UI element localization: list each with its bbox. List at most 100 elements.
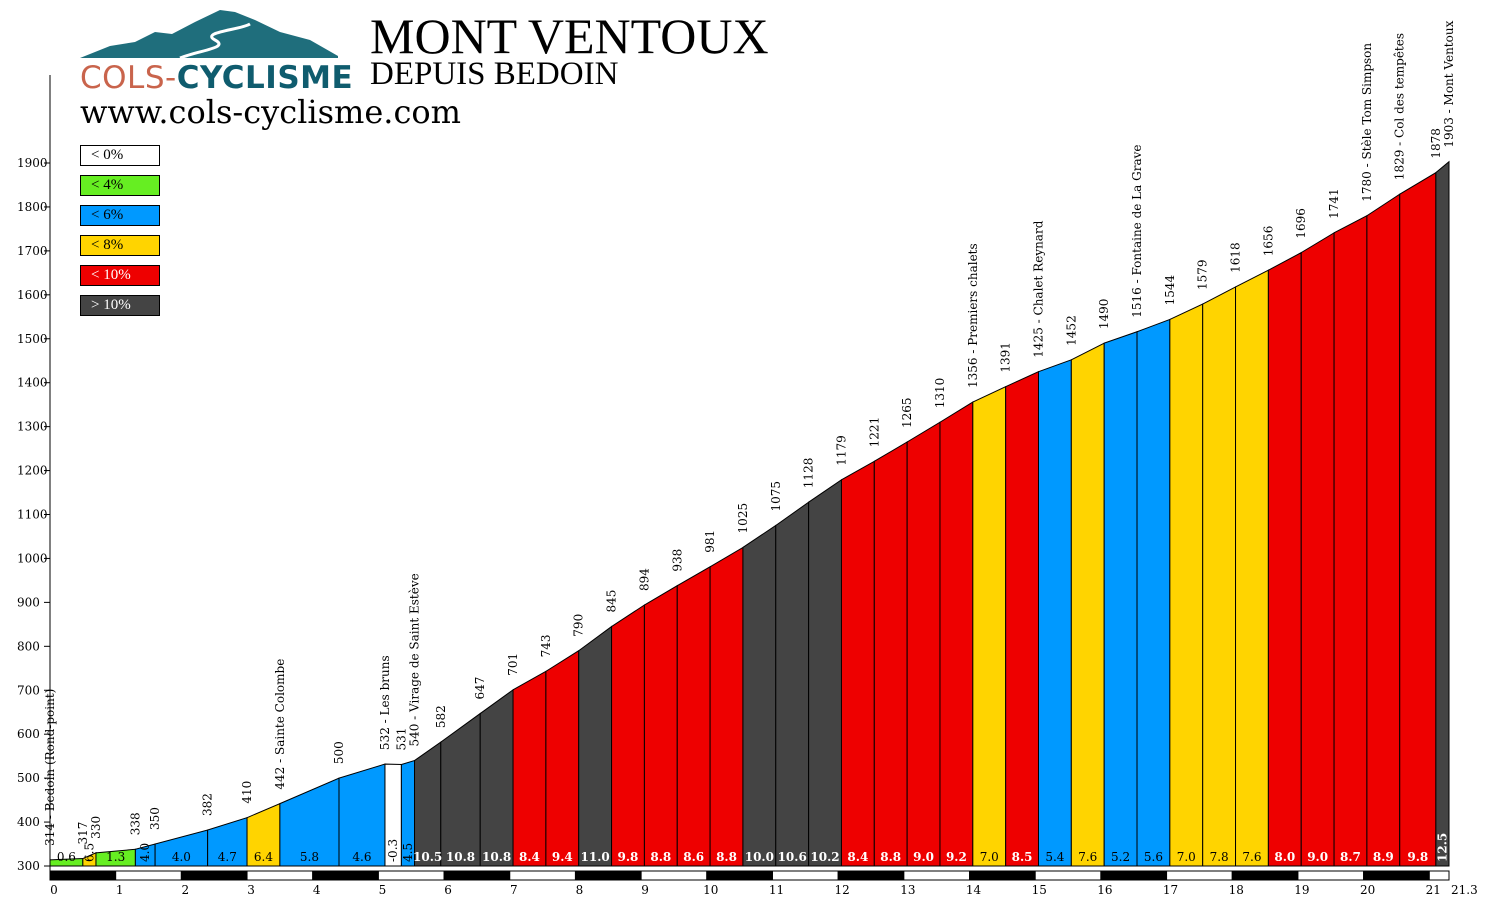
altitude-label: 701 bbox=[506, 653, 520, 676]
profile-segment bbox=[643, 584, 678, 867]
altitude-label: 1025 bbox=[736, 503, 750, 534]
km-scale-block bbox=[115, 870, 182, 881]
y-tick-label: 500 bbox=[17, 771, 40, 785]
grade-label: 7.6 bbox=[1242, 850, 1261, 864]
y-tick-label: 800 bbox=[17, 639, 40, 653]
grade-label: 8.7 bbox=[1340, 850, 1361, 864]
y-tick-label: 1700 bbox=[17, 244, 48, 258]
grade-label: 10.6 bbox=[778, 850, 807, 864]
altitude-label: 1356 - Premiers chalets bbox=[966, 243, 980, 388]
grade-label: 4.0 bbox=[172, 850, 191, 864]
y-tick-label: 700 bbox=[17, 683, 40, 697]
km-scale-block bbox=[574, 870, 642, 881]
y-tick-label: 1000 bbox=[17, 551, 48, 565]
profile-segment bbox=[611, 604, 645, 867]
grade-label: 8.0 bbox=[1274, 850, 1295, 864]
grade-label: 10.2 bbox=[810, 850, 839, 864]
grade-label: 1.3 bbox=[106, 850, 125, 864]
grade-label: 9.8 bbox=[618, 850, 639, 864]
profile-segment bbox=[742, 524, 777, 867]
profile-segment bbox=[840, 460, 875, 867]
profile-segment bbox=[873, 441, 908, 867]
y-tick-label: 1800 bbox=[17, 200, 48, 214]
km-scale-block bbox=[49, 870, 117, 881]
x-tick-label: 13 bbox=[900, 883, 915, 897]
grade-label: 5.2 bbox=[1111, 850, 1130, 864]
x-tick-label: 15 bbox=[1032, 883, 1047, 897]
y-tick-label: 1400 bbox=[17, 376, 48, 390]
x-tick-label: 5 bbox=[379, 883, 387, 897]
grade-label: 8.4 bbox=[519, 850, 540, 864]
km-scale-block bbox=[706, 870, 773, 881]
altitude-label: 1780 - Stèle Tom Simpson bbox=[1360, 43, 1374, 202]
profile-segment bbox=[578, 625, 613, 867]
y-tick-label: 1900 bbox=[17, 156, 48, 170]
x-tick-label: 20 bbox=[1360, 883, 1375, 897]
altitude-label: 442 - Sainte Colombe bbox=[273, 659, 287, 790]
x-tick-label: 18 bbox=[1229, 883, 1244, 897]
grade-label: 8.8 bbox=[716, 850, 737, 864]
km-scale-block bbox=[1034, 870, 1102, 881]
altitude-label: 1221 bbox=[867, 417, 881, 448]
altitude-label: 500 bbox=[332, 741, 346, 764]
grade-label: 0.6 bbox=[57, 850, 76, 864]
km-scale-block bbox=[969, 870, 1036, 881]
altitude-label: 1391 bbox=[999, 342, 1013, 373]
km-scale-bar bbox=[49, 870, 1450, 881]
altitude-label: 317 bbox=[76, 822, 90, 845]
x-tick-label: 1 bbox=[116, 883, 124, 897]
altitude-label: 314 - Bedoin (Rond-point) bbox=[43, 689, 57, 846]
altitude-label: 894 bbox=[637, 568, 651, 591]
y-tick-label: 1300 bbox=[17, 420, 48, 434]
altitude-label: 382 bbox=[201, 793, 215, 816]
profile-segment bbox=[906, 421, 941, 867]
x-axis: 0 1 2 3 4 5 6 7 8 9 10 11 12 13 14 15 16 17 18 19 20 21 21.3 bbox=[50, 883, 1478, 897]
altitude-label: 938 bbox=[670, 549, 684, 572]
website-url[interactable]: www.cols-cyclisme.com bbox=[80, 93, 461, 131]
profile-segment bbox=[1202, 286, 1237, 867]
grade-label: 4.5 bbox=[401, 843, 415, 862]
profile-segment bbox=[709, 546, 744, 867]
altitude-labels: 314 - Bedoin (Rond-point) 317 330 338 350 382… bbox=[43, 20, 1456, 845]
grade-label: 5.4 bbox=[1045, 850, 1064, 864]
grade-label: 8.8 bbox=[650, 850, 671, 864]
x-tick-label: 3 bbox=[247, 883, 255, 897]
grade-label: 8.9 bbox=[1373, 850, 1394, 864]
altitude-label: 1829 - Col des tempêtes bbox=[1393, 33, 1407, 180]
km-scale-block bbox=[1428, 870, 1450, 881]
mountain-logo-icon bbox=[80, 10, 338, 60]
km-scale-block bbox=[246, 870, 314, 881]
profile-segment bbox=[1103, 331, 1138, 867]
altitude-label: 582 bbox=[434, 705, 448, 728]
grade-labels: 0.6 6.5 1.3 4.0 4.0 4.7 6.4 5.8 4.6 -0.3 4.510.5 10… bbox=[57, 833, 1450, 864]
profile-segment bbox=[1300, 231, 1335, 867]
profile-segment bbox=[1267, 251, 1302, 867]
grade-label: 7.0 bbox=[980, 850, 999, 864]
profile-segment bbox=[479, 688, 514, 867]
grade-label: 5.6 bbox=[1144, 850, 1163, 864]
y-tick-label: 300 bbox=[17, 859, 40, 873]
grade-label: 8.4 bbox=[847, 850, 868, 864]
legend: < 0% < 4% < 6% < 8% < 10% > 10% bbox=[80, 145, 160, 325]
altitude-label: 1544 bbox=[1163, 275, 1177, 306]
altitude-label: 845 bbox=[605, 590, 619, 613]
x-tick-label: 21 bbox=[1426, 883, 1441, 897]
x-tick-label: 19 bbox=[1294, 883, 1309, 897]
profile-segment bbox=[1037, 359, 1072, 867]
x-tick-label: 6 bbox=[444, 883, 452, 897]
altitude-label: 338 bbox=[128, 812, 142, 835]
grade-label: 6.4 bbox=[254, 850, 273, 864]
profile-segment bbox=[676, 565, 711, 867]
grade-label: 12.5 bbox=[1435, 833, 1449, 862]
altitude-label: 1128 bbox=[802, 458, 816, 489]
grade-label: 9.2 bbox=[946, 850, 967, 864]
altitude-label: 1878 bbox=[1429, 128, 1443, 159]
profile-segment bbox=[1005, 370, 1039, 867]
km-scale-block bbox=[1166, 870, 1233, 881]
altitude-label: 1516 - Fontaine de La Grave bbox=[1130, 145, 1144, 318]
altitude-label: 1696 bbox=[1294, 208, 1308, 239]
altitude-label: 1425 - Chalet Reynard bbox=[1031, 220, 1045, 357]
x-tick-label: 2 bbox=[182, 883, 190, 897]
altitude-label: 330 bbox=[89, 816, 103, 839]
